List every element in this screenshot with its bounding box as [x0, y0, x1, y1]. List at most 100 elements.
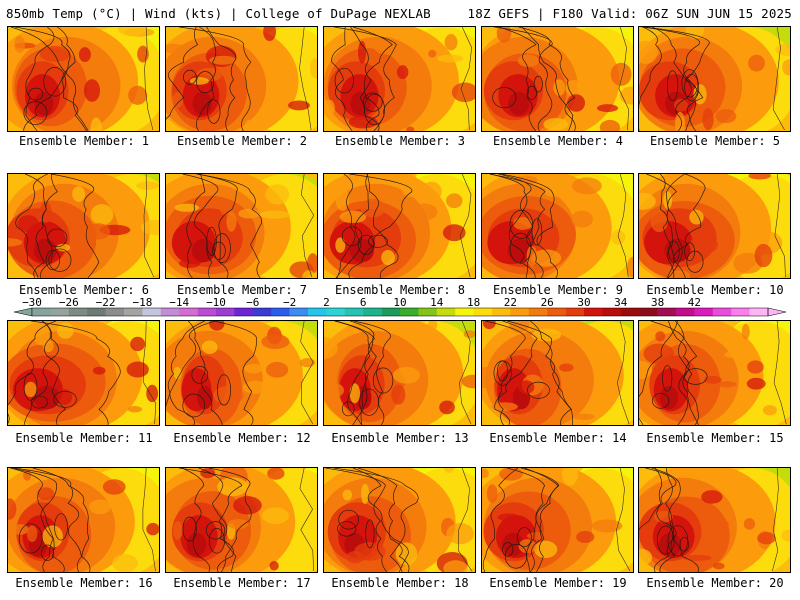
- terrain-contour-ring: [18, 523, 43, 554]
- terrain-contour-ring: [213, 233, 231, 263]
- colorbar-tick-label: 18: [467, 297, 480, 309]
- height-contour-line: [489, 174, 546, 278]
- temperature-blob: [233, 496, 262, 515]
- colorbar-swatch: [160, 308, 180, 316]
- temperature-blob: [572, 413, 595, 420]
- temperature-blob: [406, 126, 415, 131]
- terrain-contour-ring: [668, 240, 680, 263]
- temperature-blob: [261, 334, 290, 350]
- colorbar-tick-label: 10: [393, 297, 406, 309]
- ensemble-member-label: Ensemble Member: 2: [176, 134, 308, 148]
- ensemble-member-label: Ensemble Member: 11: [15, 431, 153, 445]
- temperature-blob: [324, 337, 338, 359]
- temperature-blob: [166, 43, 186, 54]
- temperature-colorbar: −30 −26 −22 −18 −14 −10 −6 −2 2 6 10 14 18 22 26 30 34 38…: [12, 297, 788, 321]
- temperature-blob: [639, 548, 653, 566]
- colorbar-swatch: [676, 308, 695, 316]
- temperature-contour-fill: [350, 91, 371, 116]
- temperature-blob: [373, 36, 401, 55]
- terrain-contour-ring: [182, 516, 197, 542]
- colorbar-swatch: [565, 308, 585, 316]
- colorbar-swatch: [381, 308, 401, 316]
- temperature-blob: [427, 321, 438, 331]
- ensemble-map-panel: [165, 26, 318, 132]
- coastline: [618, 27, 629, 131]
- ensemble-map-panel: [323, 320, 476, 426]
- terrain-contour-ring: [651, 393, 670, 409]
- ensemble-member-label: Ensemble Member: 13: [331, 431, 469, 445]
- height-contour-line: [352, 468, 409, 572]
- temperature-blob: [24, 381, 37, 398]
- temperature-blob: [482, 366, 496, 389]
- height-contour-line: [651, 468, 681, 572]
- colorbar-swatch: [326, 308, 346, 316]
- temperature-contour-fill: [197, 385, 213, 410]
- terrain-contour-ring: [516, 527, 532, 548]
- temperature-blob: [513, 217, 533, 230]
- temperature-blob: [482, 321, 496, 330]
- temperature-blob: [531, 249, 562, 267]
- colorbar-swatch: [547, 308, 566, 316]
- temperature-blob: [410, 203, 438, 221]
- temperature-blob: [265, 184, 290, 205]
- temperature-blob: [242, 380, 269, 394]
- height-contour-line: [179, 468, 243, 572]
- height-contour-line: [182, 174, 219, 278]
- colorbar-arrow-left: [13, 307, 33, 317]
- height-contour-line: [498, 174, 544, 278]
- temperature-blob: [444, 34, 458, 51]
- temperature-blob: [90, 117, 103, 131]
- ensemble-map-panel: [323, 467, 476, 573]
- colorbar-swatch: [344, 308, 364, 316]
- ensemble-member-label: Ensemble Member: 9: [492, 283, 624, 297]
- temperature-blob: [310, 58, 317, 79]
- temperature-blob: [335, 188, 350, 211]
- coastline: [772, 468, 779, 572]
- temperature-blob: [428, 49, 437, 58]
- coastline: [459, 321, 472, 425]
- temperature-blob: [126, 361, 149, 378]
- height-contour-line: [188, 321, 223, 425]
- temperature-blob: [172, 91, 183, 109]
- ensemble-map-panel: [481, 467, 634, 573]
- height-contour-line: [15, 174, 48, 278]
- height-contour-line: [51, 174, 100, 278]
- colorbar-tick-label: −22: [96, 297, 116, 309]
- height-contour-line: [652, 27, 698, 131]
- temperature-contour-fill: [659, 385, 678, 410]
- temperature-blob: [746, 377, 766, 390]
- temperature-blob: [56, 243, 71, 252]
- temperature-blob: [146, 384, 159, 403]
- height-contour-line: [179, 27, 252, 131]
- colorbar-swatch: [418, 308, 438, 316]
- colorbar-swatch: [289, 308, 309, 316]
- height-contour-line: [23, 321, 59, 425]
- coastline: [457, 468, 473, 572]
- colorbar-swatch: [492, 308, 511, 316]
- temperature-blob: [626, 256, 633, 278]
- terrain-contour-ring: [191, 365, 209, 384]
- coastline: [616, 468, 631, 572]
- height-contour-line: [639, 468, 663, 531]
- ensemble-member-label: Ensemble Member: 15: [646, 431, 784, 445]
- height-contour-line: [645, 468, 677, 572]
- temperature-blob: [227, 519, 249, 529]
- height-contour-line: [494, 321, 538, 425]
- temperature-blob: [17, 215, 39, 233]
- temperature-blob: [748, 174, 771, 180]
- colorbar-tick-label: −2: [283, 297, 296, 309]
- height-contour-line: [529, 321, 572, 425]
- temperature-blob: [543, 118, 569, 131]
- temperature-blob: [14, 35, 26, 53]
- temperature-blob: [553, 79, 566, 96]
- temperature-blob: [526, 245, 538, 267]
- coastline: [143, 321, 157, 425]
- temperature-blob: [360, 198, 386, 218]
- temperature-blob: [265, 361, 289, 378]
- coastline: [616, 321, 630, 425]
- ensemble-map-panel: [165, 320, 318, 426]
- height-contour-line: [668, 321, 690, 425]
- ensemble-map-panel: [7, 173, 160, 279]
- colorbar-tick-label: 2: [323, 297, 330, 309]
- temperature-blob: [565, 80, 582, 97]
